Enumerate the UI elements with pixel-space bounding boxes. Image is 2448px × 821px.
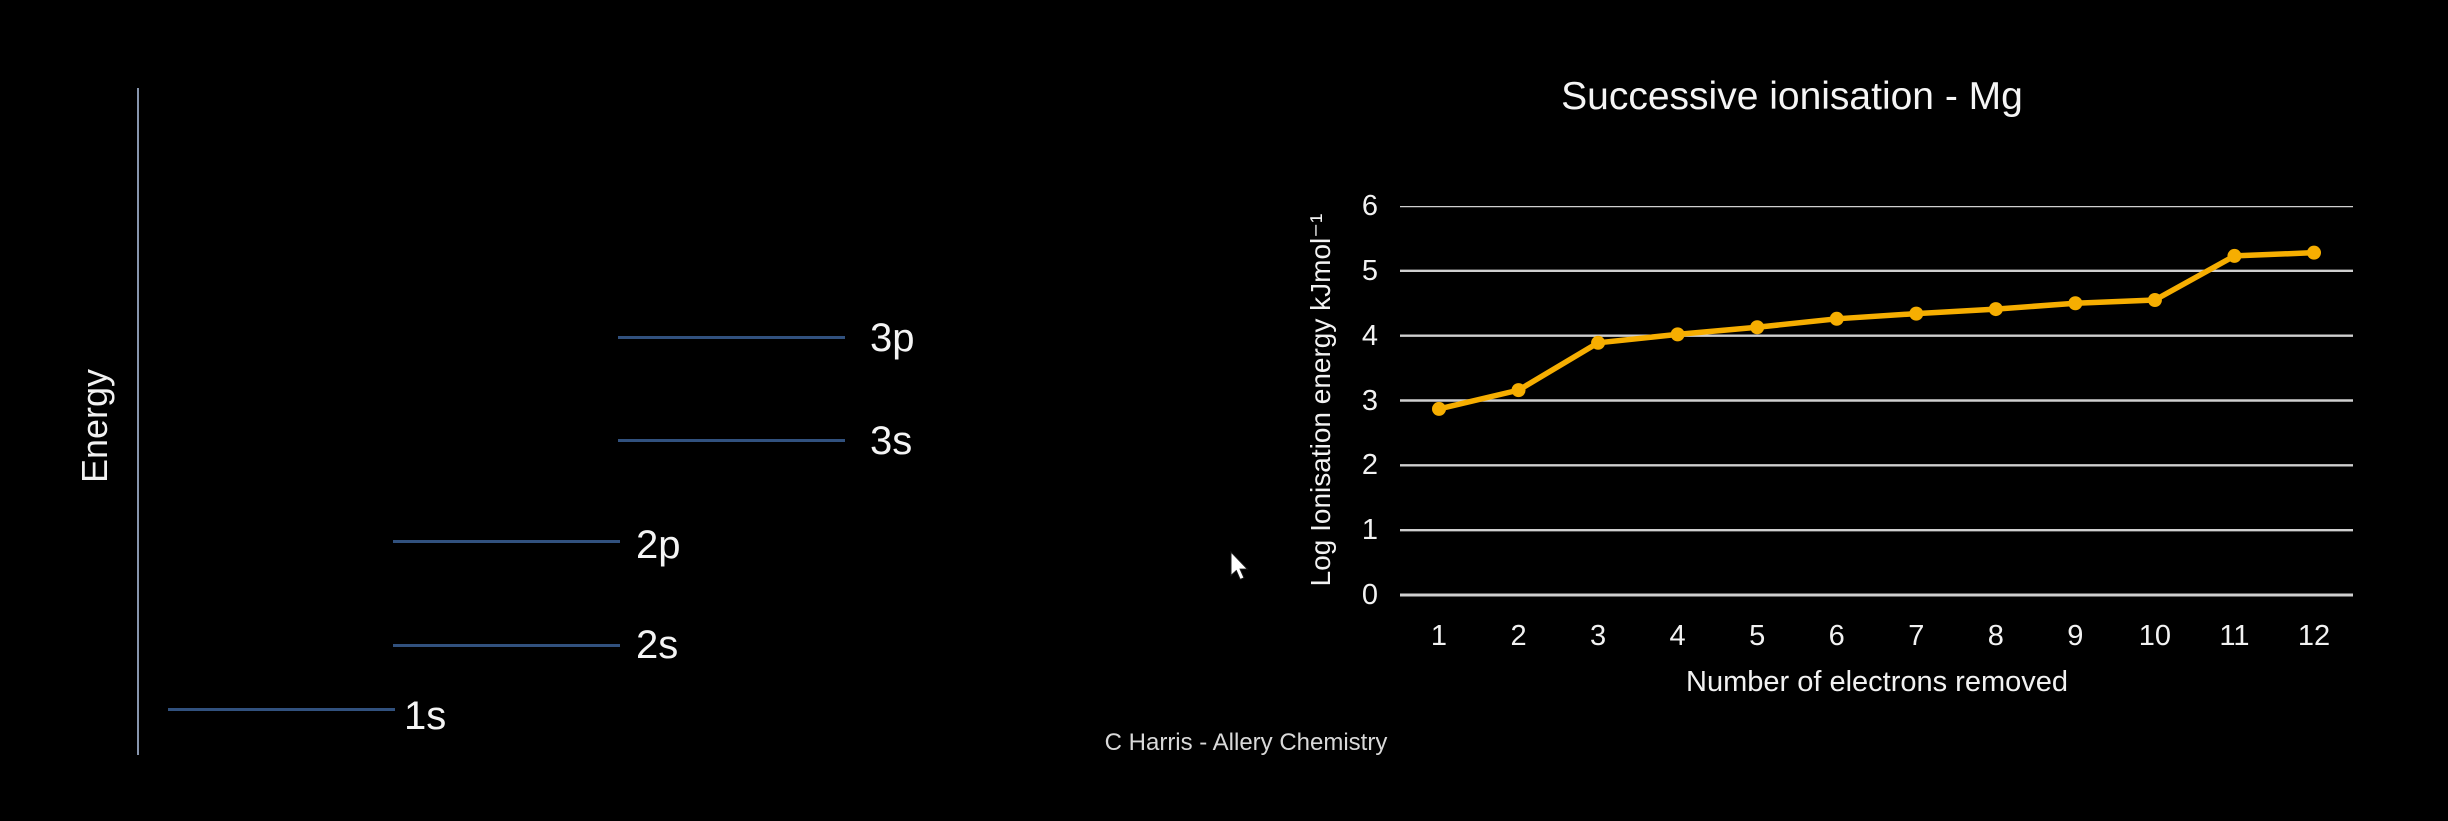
- chart-data-point: [1829, 311, 1844, 326]
- chart-data-point: [2227, 248, 2242, 263]
- energy-axis-line: [137, 88, 139, 755]
- level-label-3p: 3p: [870, 316, 915, 360]
- chart-data-point: [1988, 302, 2003, 317]
- level-label-2p: 2p: [636, 523, 681, 567]
- x-tick-label: 12: [2297, 620, 2331, 652]
- chart-data-point: [2147, 293, 2162, 308]
- chart-data-point: [1511, 383, 1526, 398]
- x-tick-label: 7: [1908, 620, 1925, 652]
- level-line-1s: [168, 708, 395, 711]
- x-tick-label: 8: [1987, 620, 2004, 652]
- x-tick-label: 5: [1749, 620, 1766, 652]
- x-tick-label: 9: [2067, 620, 2084, 652]
- mouse-cursor: [1230, 551, 1249, 581]
- chart-y-axis-title: Log Ionisation energy kJmol⁻¹: [1305, 213, 1336, 587]
- level-label-3s: 3s: [870, 419, 913, 463]
- level-label-1s: 1s: [404, 694, 447, 738]
- credit-text: C Harris - Allery Chemistry: [1104, 729, 1388, 756]
- x-tick-label: 4: [1669, 620, 1686, 652]
- level-line-2p: [393, 540, 620, 543]
- x-tick-label: 10: [2138, 620, 2172, 652]
- level-line-2s: [393, 644, 620, 647]
- x-tick-label: 11: [2219, 620, 2250, 652]
- chart-data-point: [1432, 401, 1446, 416]
- chart-title: Successive ionisation - Mg: [1561, 75, 2023, 118]
- chart-data-point: [1750, 320, 1765, 335]
- x-tick-label: 1: [1430, 620, 1448, 652]
- x-tick-label: 2: [1510, 620, 1527, 652]
- energy-axis-label: Energy: [74, 368, 115, 484]
- chart-series-line: [1436, 249, 2317, 412]
- chart-x-axis-title: Number of electrons removed: [1686, 666, 2068, 698]
- chart-data-point: [2068, 296, 2083, 311]
- chart-plot-area: [1400, 206, 2353, 597]
- x-tick-label: 3: [1590, 620, 1607, 652]
- chart-data-point: [1909, 306, 1924, 321]
- x-tick-label: 6: [1828, 620, 1845, 652]
- level-label-2s: 2s: [636, 623, 679, 667]
- chart-data-point: [2307, 245, 2321, 260]
- level-line-3s: [618, 439, 845, 442]
- cursor-arrow-icon: [1230, 551, 1249, 581]
- chart-data-point: [1591, 335, 1606, 350]
- level-line-3p: [618, 336, 845, 339]
- chart-data-point: [1670, 327, 1685, 342]
